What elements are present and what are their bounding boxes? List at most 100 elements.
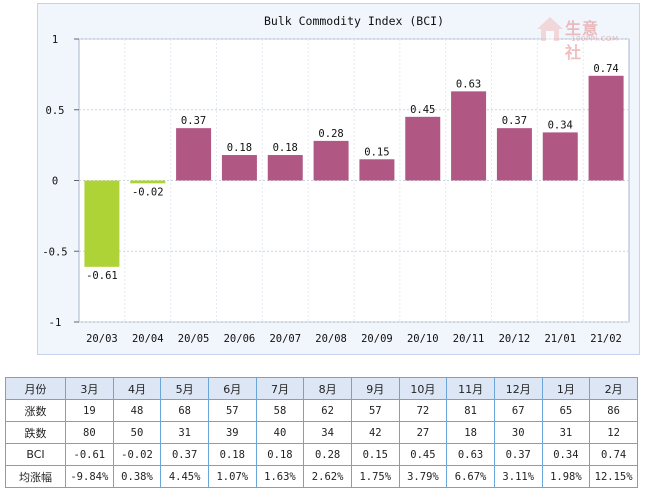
table-row: 涨数 19 48 68 57 58 62 57 72 81 67 65 86 xyxy=(5,399,638,422)
table-cell: 31 xyxy=(160,421,209,444)
table-cell: 1.07% xyxy=(207,465,257,488)
watermark-brand: 生意社 xyxy=(565,19,600,62)
row-label: 涨数 xyxy=(5,399,66,422)
table-cell: 42 xyxy=(350,421,400,444)
table-cell: 50 xyxy=(112,421,162,444)
table-row: 跌数 80 50 31 39 40 34 42 27 18 30 31 12 xyxy=(5,421,638,444)
table-cell: 0.18 xyxy=(255,443,305,466)
table-cell: 57 xyxy=(350,399,400,422)
table-cell: -0.61 xyxy=(65,443,114,466)
bar xyxy=(451,91,487,181)
table-cell: 8月 xyxy=(303,377,352,400)
bar xyxy=(221,155,257,181)
watermark-site: 100PPI.COM xyxy=(571,35,619,43)
table-cell: 80 xyxy=(65,421,114,444)
row-label: 跌数 xyxy=(5,421,66,444)
table-cell: 3.79% xyxy=(398,465,448,488)
table-cell: 0.45 xyxy=(398,443,448,466)
x-tick-label: 20/07 xyxy=(269,333,301,345)
table-cell: -0.02 xyxy=(112,443,162,466)
row-label: 均涨幅 xyxy=(5,465,66,488)
table-cell: 9月 xyxy=(350,377,400,400)
table-cell: 0.38% xyxy=(112,465,162,488)
table-cell: 12月 xyxy=(493,377,543,400)
data-label: 0.37 xyxy=(181,115,206,127)
table-cell: 2月 xyxy=(589,377,638,400)
table-cell: 68 xyxy=(160,399,209,422)
data-label: 0.37 xyxy=(502,115,527,127)
table-cell: 5月 xyxy=(160,377,209,400)
y-tick-label: 0 xyxy=(52,176,58,188)
x-tick-label: 20/12 xyxy=(499,333,531,345)
table-cell: 4月 xyxy=(112,377,162,400)
table-cell: 57 xyxy=(207,399,257,422)
stats-table: 月份 3月 4月 5月 6月 7月 8月 9月 10月 11月 12月 1月 2月 涨数 19 48 68 57 5… xyxy=(5,377,638,488)
table-cell: 40 xyxy=(255,421,305,444)
table-cell: 86 xyxy=(589,399,638,422)
x-tick-label: 21/02 xyxy=(590,333,622,345)
table-cell: 6.67% xyxy=(446,465,495,488)
bar xyxy=(588,75,624,181)
table-cell: 3.11% xyxy=(493,465,543,488)
data-label: -0.02 xyxy=(132,186,164,198)
bar xyxy=(130,180,166,184)
table-cell: 39 xyxy=(207,421,257,444)
table-cell: 6月 xyxy=(207,377,257,400)
table-cell: 62 xyxy=(303,399,352,422)
x-tick-label: 20/05 xyxy=(178,333,210,345)
table-cell: 10月 xyxy=(398,377,448,400)
table-cell: 12.15% xyxy=(589,465,638,488)
table-cell: 0.28 xyxy=(303,443,352,466)
data-label: 0.45 xyxy=(410,104,435,116)
table-cell: 0.63 xyxy=(446,443,495,466)
table-cell: 1.63% xyxy=(255,465,305,488)
data-label: 0.28 xyxy=(318,128,343,140)
table-header-row: 月份 3月 4月 5月 6月 7月 8月 9月 10月 11月 12月 1月 2月 xyxy=(5,377,638,400)
table-cell: 0.37 xyxy=(493,443,543,466)
chart-title: Bulk Commodity Index (BCI) xyxy=(264,14,444,28)
x-tick-label: 20/04 xyxy=(132,333,164,345)
table-cell: 67 xyxy=(493,399,543,422)
table-cell: 34 xyxy=(303,421,352,444)
bar xyxy=(176,128,212,181)
table-row: 均涨幅 -9.84% 0.38% 4.45% 1.07% 1.63% 2.62% 1.75% 3… xyxy=(5,465,638,488)
table-cell: 19 xyxy=(65,399,114,422)
table-cell: 2.62% xyxy=(303,465,352,488)
watermark-logo: 生意社 100PPI.COM xyxy=(535,15,618,62)
x-tick-label: 20/06 xyxy=(224,333,256,345)
table-cell: 0.18 xyxy=(207,443,257,466)
bar xyxy=(267,155,303,181)
table-cell: 4.45% xyxy=(160,465,209,488)
bar xyxy=(496,128,532,181)
data-label: -0.61 xyxy=(86,270,118,282)
bar xyxy=(359,159,395,181)
chart-panel: 1 0.5 0 -0.5 -1 Bulk Commodity Index (BCI) -0.… xyxy=(37,3,640,355)
x-tick-label: 21/01 xyxy=(544,333,576,345)
y-tick-label: 0.5 xyxy=(46,105,65,117)
data-label: 0.18 xyxy=(227,142,252,154)
y-tick-label: -1 xyxy=(49,317,62,329)
table-cell: 1月 xyxy=(541,377,591,400)
table-cell: 30 xyxy=(493,421,543,444)
table-row: BCI -0.61 -0.02 0.37 0.18 0.18 0.28 0.15 0.45 0.6… xyxy=(5,443,638,466)
table-cell: 48 xyxy=(112,399,162,422)
y-tick-label: 1 xyxy=(52,34,58,46)
table-cell: 1.75% xyxy=(350,465,400,488)
x-tick-label: 20/03 xyxy=(86,333,118,345)
table-cell: 11月 xyxy=(446,377,495,400)
table-cell: 72 xyxy=(398,399,448,422)
table-cell: 0.37 xyxy=(160,443,209,466)
table-cell: 81 xyxy=(446,399,495,422)
row-label: 月份 xyxy=(5,377,66,400)
x-tick-label: 20/11 xyxy=(453,333,485,345)
table-cell: 0.34 xyxy=(541,443,591,466)
y-tick-label: -0.5 xyxy=(42,246,67,258)
table-cell: 65 xyxy=(541,399,591,422)
table-cell: 12 xyxy=(589,421,638,444)
table-cell: 1.98% xyxy=(541,465,591,488)
table-cell: 3月 xyxy=(65,377,114,400)
table-cell: 31 xyxy=(541,421,591,444)
table-cell: 7月 xyxy=(255,377,305,400)
data-label: 0.63 xyxy=(456,78,481,90)
table-cell: 27 xyxy=(398,421,448,444)
